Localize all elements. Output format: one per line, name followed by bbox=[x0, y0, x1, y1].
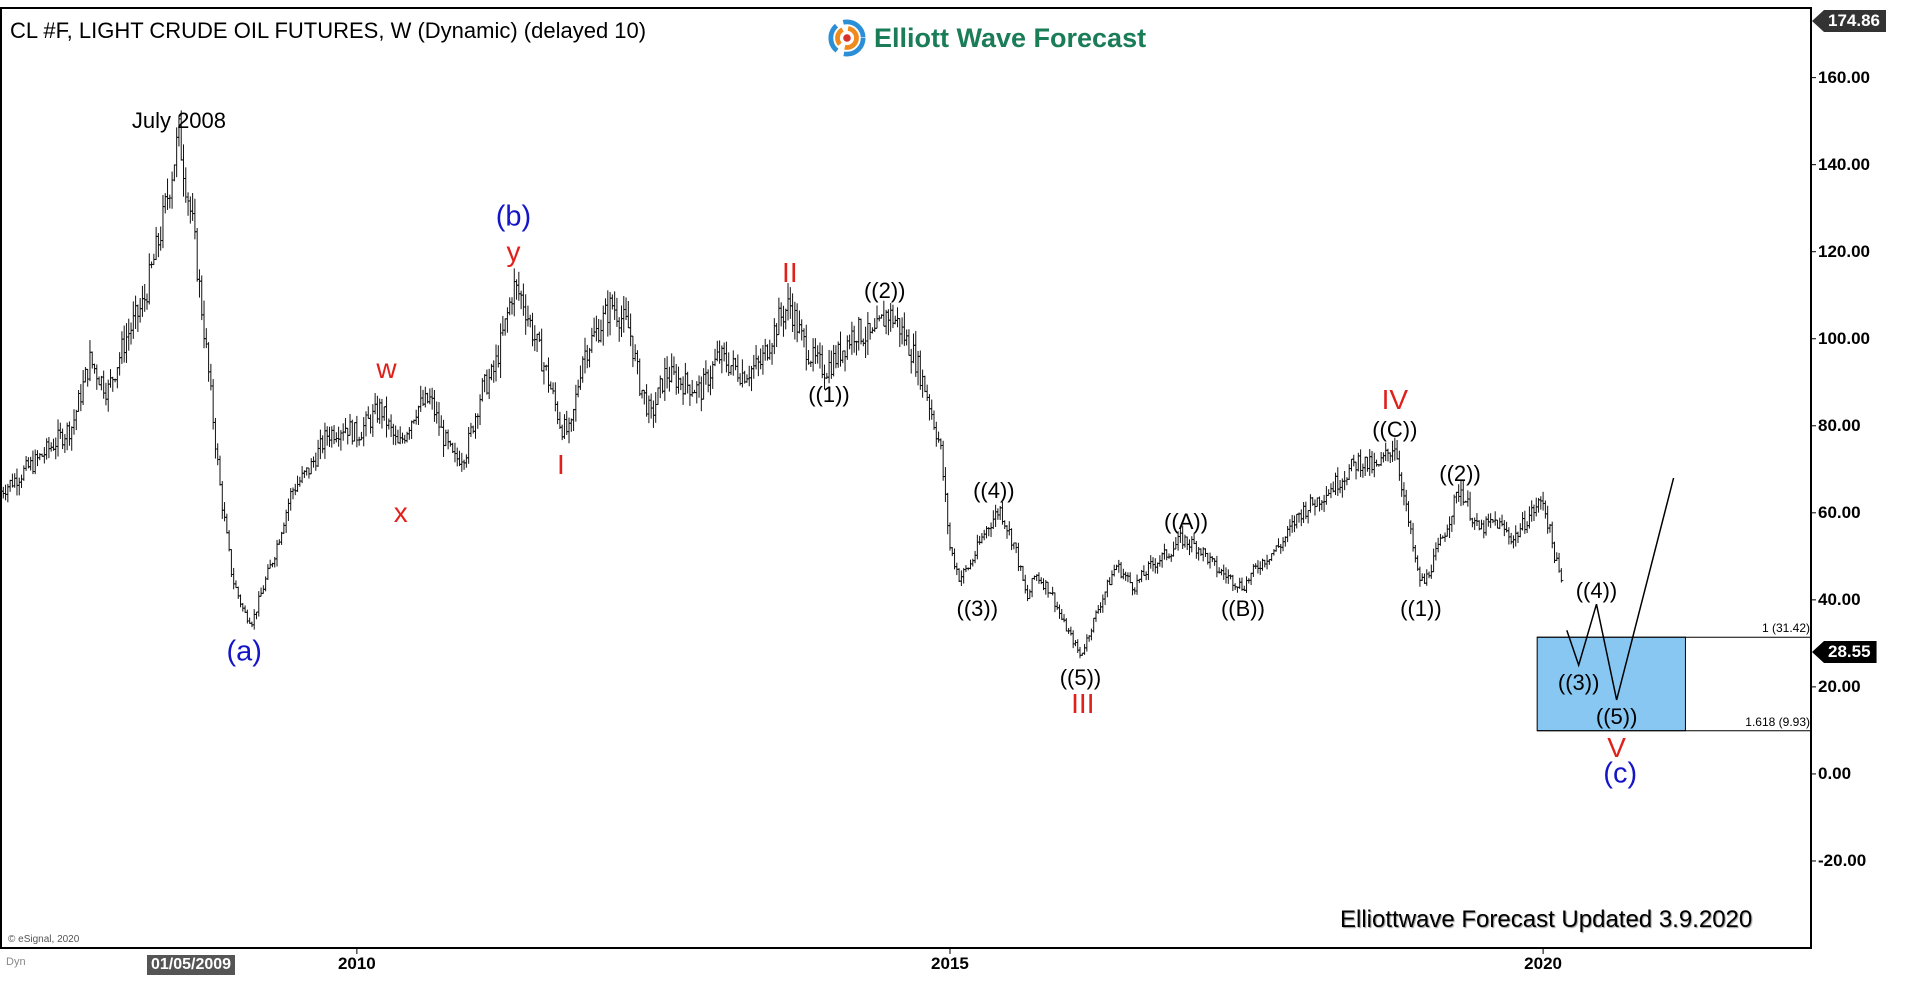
wave-label: ((3)) bbox=[1557, 669, 1600, 695]
cursor-date-badge: 01/05/2009 bbox=[147, 955, 236, 975]
price-bars bbox=[0, 110, 1564, 659]
projection-path bbox=[1566, 477, 1675, 701]
y-tick-label: 80.00 bbox=[1818, 415, 1861, 435]
y-tick-label: -20.00 bbox=[1818, 850, 1867, 870]
top-price-flag: 174.86 bbox=[1812, 10, 1886, 32]
projected-wave-line bbox=[1566, 477, 1675, 701]
wave-label: ((1)) bbox=[808, 382, 850, 408]
wave-label: ((1)) bbox=[1400, 595, 1442, 621]
brand-logo: Elliott Wave Forecast bbox=[828, 18, 1146, 58]
y-tick-label: 40.00 bbox=[1818, 589, 1861, 609]
dyn-label: Dyn bbox=[6, 956, 26, 968]
wave-label: ((C)) bbox=[1372, 417, 1418, 443]
x-tick-label: 2015 bbox=[931, 954, 969, 973]
wave-label: x bbox=[393, 496, 408, 528]
wave-label: July 2008 bbox=[131, 108, 227, 134]
wave-label: ((3)) bbox=[956, 595, 999, 621]
y-tick-label: 140.00 bbox=[1818, 154, 1870, 174]
fib-level-label: 1 (31.42) bbox=[1761, 621, 1810, 636]
wave-label: (b) bbox=[495, 200, 532, 233]
last-price-flag: 28.55 bbox=[1812, 641, 1877, 663]
fib-level-label: 1.618 (9.93) bbox=[1745, 714, 1810, 729]
wave-label: ((5)) bbox=[1059, 665, 1102, 691]
copyright-text: © eSignal, 2020 bbox=[8, 934, 80, 945]
y-tick-label: 0.00 bbox=[1818, 763, 1852, 783]
axis-tick-marks bbox=[356, 77, 1816, 954]
brand-name: Elliott Wave Forecast bbox=[874, 22, 1147, 53]
wave-label: y bbox=[506, 235, 521, 267]
wave-label: ((A)) bbox=[1164, 508, 1209, 534]
target-zone-layer bbox=[1536, 636, 1812, 732]
wave-label: ((4)) bbox=[1575, 578, 1618, 604]
plot-border bbox=[0, 7, 1812, 949]
update-note: Elliottwave Forecast Updated 3.9.2020 bbox=[1340, 906, 1753, 933]
y-tick-label: 60.00 bbox=[1818, 502, 1861, 522]
wave-label: ((5)) bbox=[1595, 704, 1638, 730]
wave-label: II bbox=[782, 257, 798, 289]
y-tick-label: 100.00 bbox=[1818, 328, 1870, 348]
wave-label: V bbox=[1607, 731, 1626, 763]
wave-label: IV bbox=[1381, 383, 1409, 415]
wave-label: w bbox=[376, 353, 397, 385]
y-tick-label: 20.00 bbox=[1818, 676, 1861, 696]
wave-label: ((B)) bbox=[1220, 595, 1265, 621]
chart-title: CL #F, LIGHT CRUDE OIL FUTURES, W (Dynam… bbox=[10, 18, 647, 43]
y-tick-label: 120.00 bbox=[1818, 241, 1870, 261]
wave-label: ((4)) bbox=[973, 478, 1015, 504]
wave-label: (c) bbox=[1603, 757, 1638, 790]
x-tick-label: 2020 bbox=[1524, 954, 1563, 973]
wave-label: I bbox=[557, 448, 565, 480]
y-tick-label: 160.00 bbox=[1818, 67, 1870, 87]
x-tick-label: 2010 bbox=[337, 954, 376, 973]
wave-label: (a) bbox=[226, 635, 262, 668]
wave-label: III bbox=[1071, 688, 1095, 720]
wave-label: ((2)) bbox=[1439, 460, 1481, 486]
ewf-swirl-logo-icon bbox=[828, 19, 866, 57]
wave-label: ((2)) bbox=[863, 277, 906, 303]
